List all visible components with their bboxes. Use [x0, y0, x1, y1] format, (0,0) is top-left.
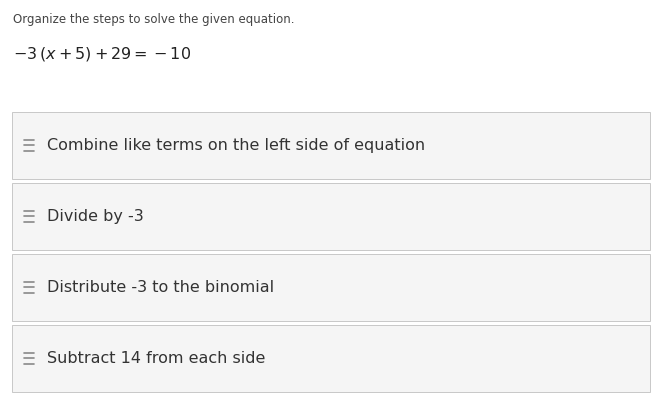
- FancyBboxPatch shape: [12, 112, 650, 178]
- Text: Distribute -3 to the binomial: Distribute -3 to the binomial: [47, 280, 274, 295]
- FancyBboxPatch shape: [12, 254, 650, 320]
- Text: Organize the steps to solve the given equation.: Organize the steps to solve the given eq…: [13, 13, 294, 26]
- FancyBboxPatch shape: [12, 325, 650, 391]
- Text: Subtract 14 from each side: Subtract 14 from each side: [47, 351, 266, 366]
- Text: $-3\,(x+5)+29=-10$: $-3\,(x+5)+29=-10$: [13, 45, 191, 63]
- Text: Divide by -3: Divide by -3: [47, 209, 144, 224]
- FancyBboxPatch shape: [12, 183, 650, 249]
- Text: Combine like terms on the left side of equation: Combine like terms on the left side of e…: [47, 138, 425, 153]
